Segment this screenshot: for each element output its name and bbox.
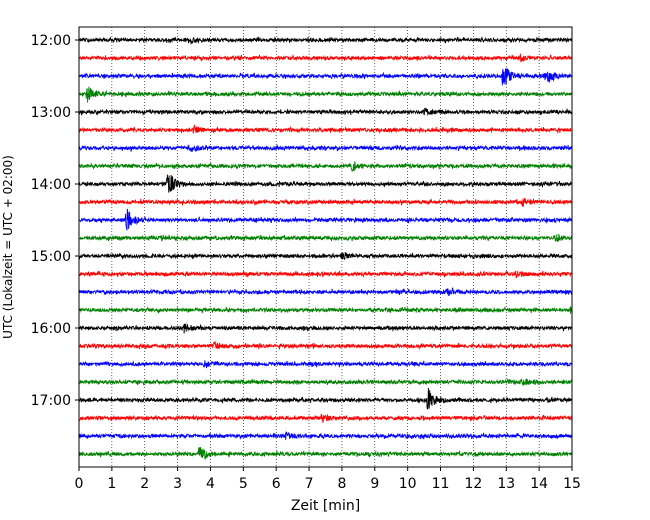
- y-axis-title: UTC (Lokalzeit = UTC + 02:00): [1, 155, 15, 339]
- x-tick-label: 15: [563, 476, 581, 492]
- x-tick-label: 1: [107, 476, 116, 492]
- x-tick-label: 0: [75, 476, 84, 492]
- x-tick-label: 2: [140, 476, 149, 492]
- trace-1515: [78, 270, 573, 279]
- trace-1700: [78, 388, 573, 410]
- x-tick-label: 3: [173, 476, 182, 492]
- x-tick-label: 10: [399, 476, 417, 492]
- x-tick-label: 6: [272, 476, 281, 492]
- trace-1430: [78, 208, 573, 231]
- x-tick-label: 8: [337, 476, 346, 492]
- y-ticks-layer: 12:00 13:00 14:00 15:00 16:00 17:00: [31, 33, 79, 409]
- trace-1730: [78, 431, 573, 441]
- x-tick-label: 14: [530, 476, 548, 492]
- trace-1400: [78, 174, 573, 193]
- trace-1600: [78, 323, 573, 334]
- trace-1630: [78, 360, 573, 369]
- trace-1545: [78, 305, 573, 314]
- y-tick-label: 13:00: [31, 105, 71, 121]
- x-axis-title: Zeit [min]: [291, 498, 360, 514]
- trace-1445: [78, 233, 573, 243]
- y-tick-label: 17:00: [31, 393, 71, 409]
- trace-1200: [78, 36, 573, 45]
- x-tick-label: 12: [464, 476, 482, 492]
- trace-1300: [78, 107, 573, 116]
- trace-1230: [78, 67, 573, 86]
- trace-1315: [78, 123, 573, 134]
- y-tick-label: 16:00: [31, 321, 71, 337]
- trace-1530: [78, 287, 573, 296]
- x-ticks-layer: 0 1 2 3 4 5 6 7 8 9 10 11 12 13 14 15: [75, 467, 581, 492]
- y-tick-label: 12:00: [31, 33, 71, 49]
- traces-layer: [78, 36, 573, 460]
- trace-1615: [78, 340, 573, 351]
- trace-1345: [78, 161, 573, 173]
- plot-frame: [78, 26, 573, 468]
- trace-1245: [78, 86, 573, 103]
- x-tick-label: 11: [432, 476, 450, 492]
- x-tick-label: 9: [370, 476, 379, 492]
- trace-1330: [78, 144, 573, 153]
- trace-1215: [78, 53, 573, 63]
- x-tick-label: 13: [497, 476, 515, 492]
- x-tick-label: 7: [305, 476, 314, 492]
- grid-layer: [111, 27, 540, 467]
- trace-1645: [78, 377, 573, 386]
- x-tick-label: 5: [239, 476, 248, 492]
- y-tick-label: 14:00: [31, 177, 71, 193]
- y-tick-label: 15:00: [31, 249, 71, 265]
- trace-1715: [78, 413, 573, 424]
- trace-1500: [78, 251, 573, 260]
- x-tick-label: 4: [206, 476, 215, 492]
- trace-1415: [78, 198, 573, 207]
- trace-1745: [78, 447, 573, 460]
